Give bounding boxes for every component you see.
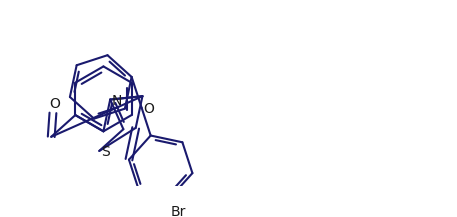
Text: N: N: [112, 94, 122, 108]
Text: O: O: [49, 97, 60, 111]
Text: S: S: [101, 145, 110, 159]
Text: O: O: [143, 102, 154, 117]
Text: Br: Br: [170, 205, 186, 217]
